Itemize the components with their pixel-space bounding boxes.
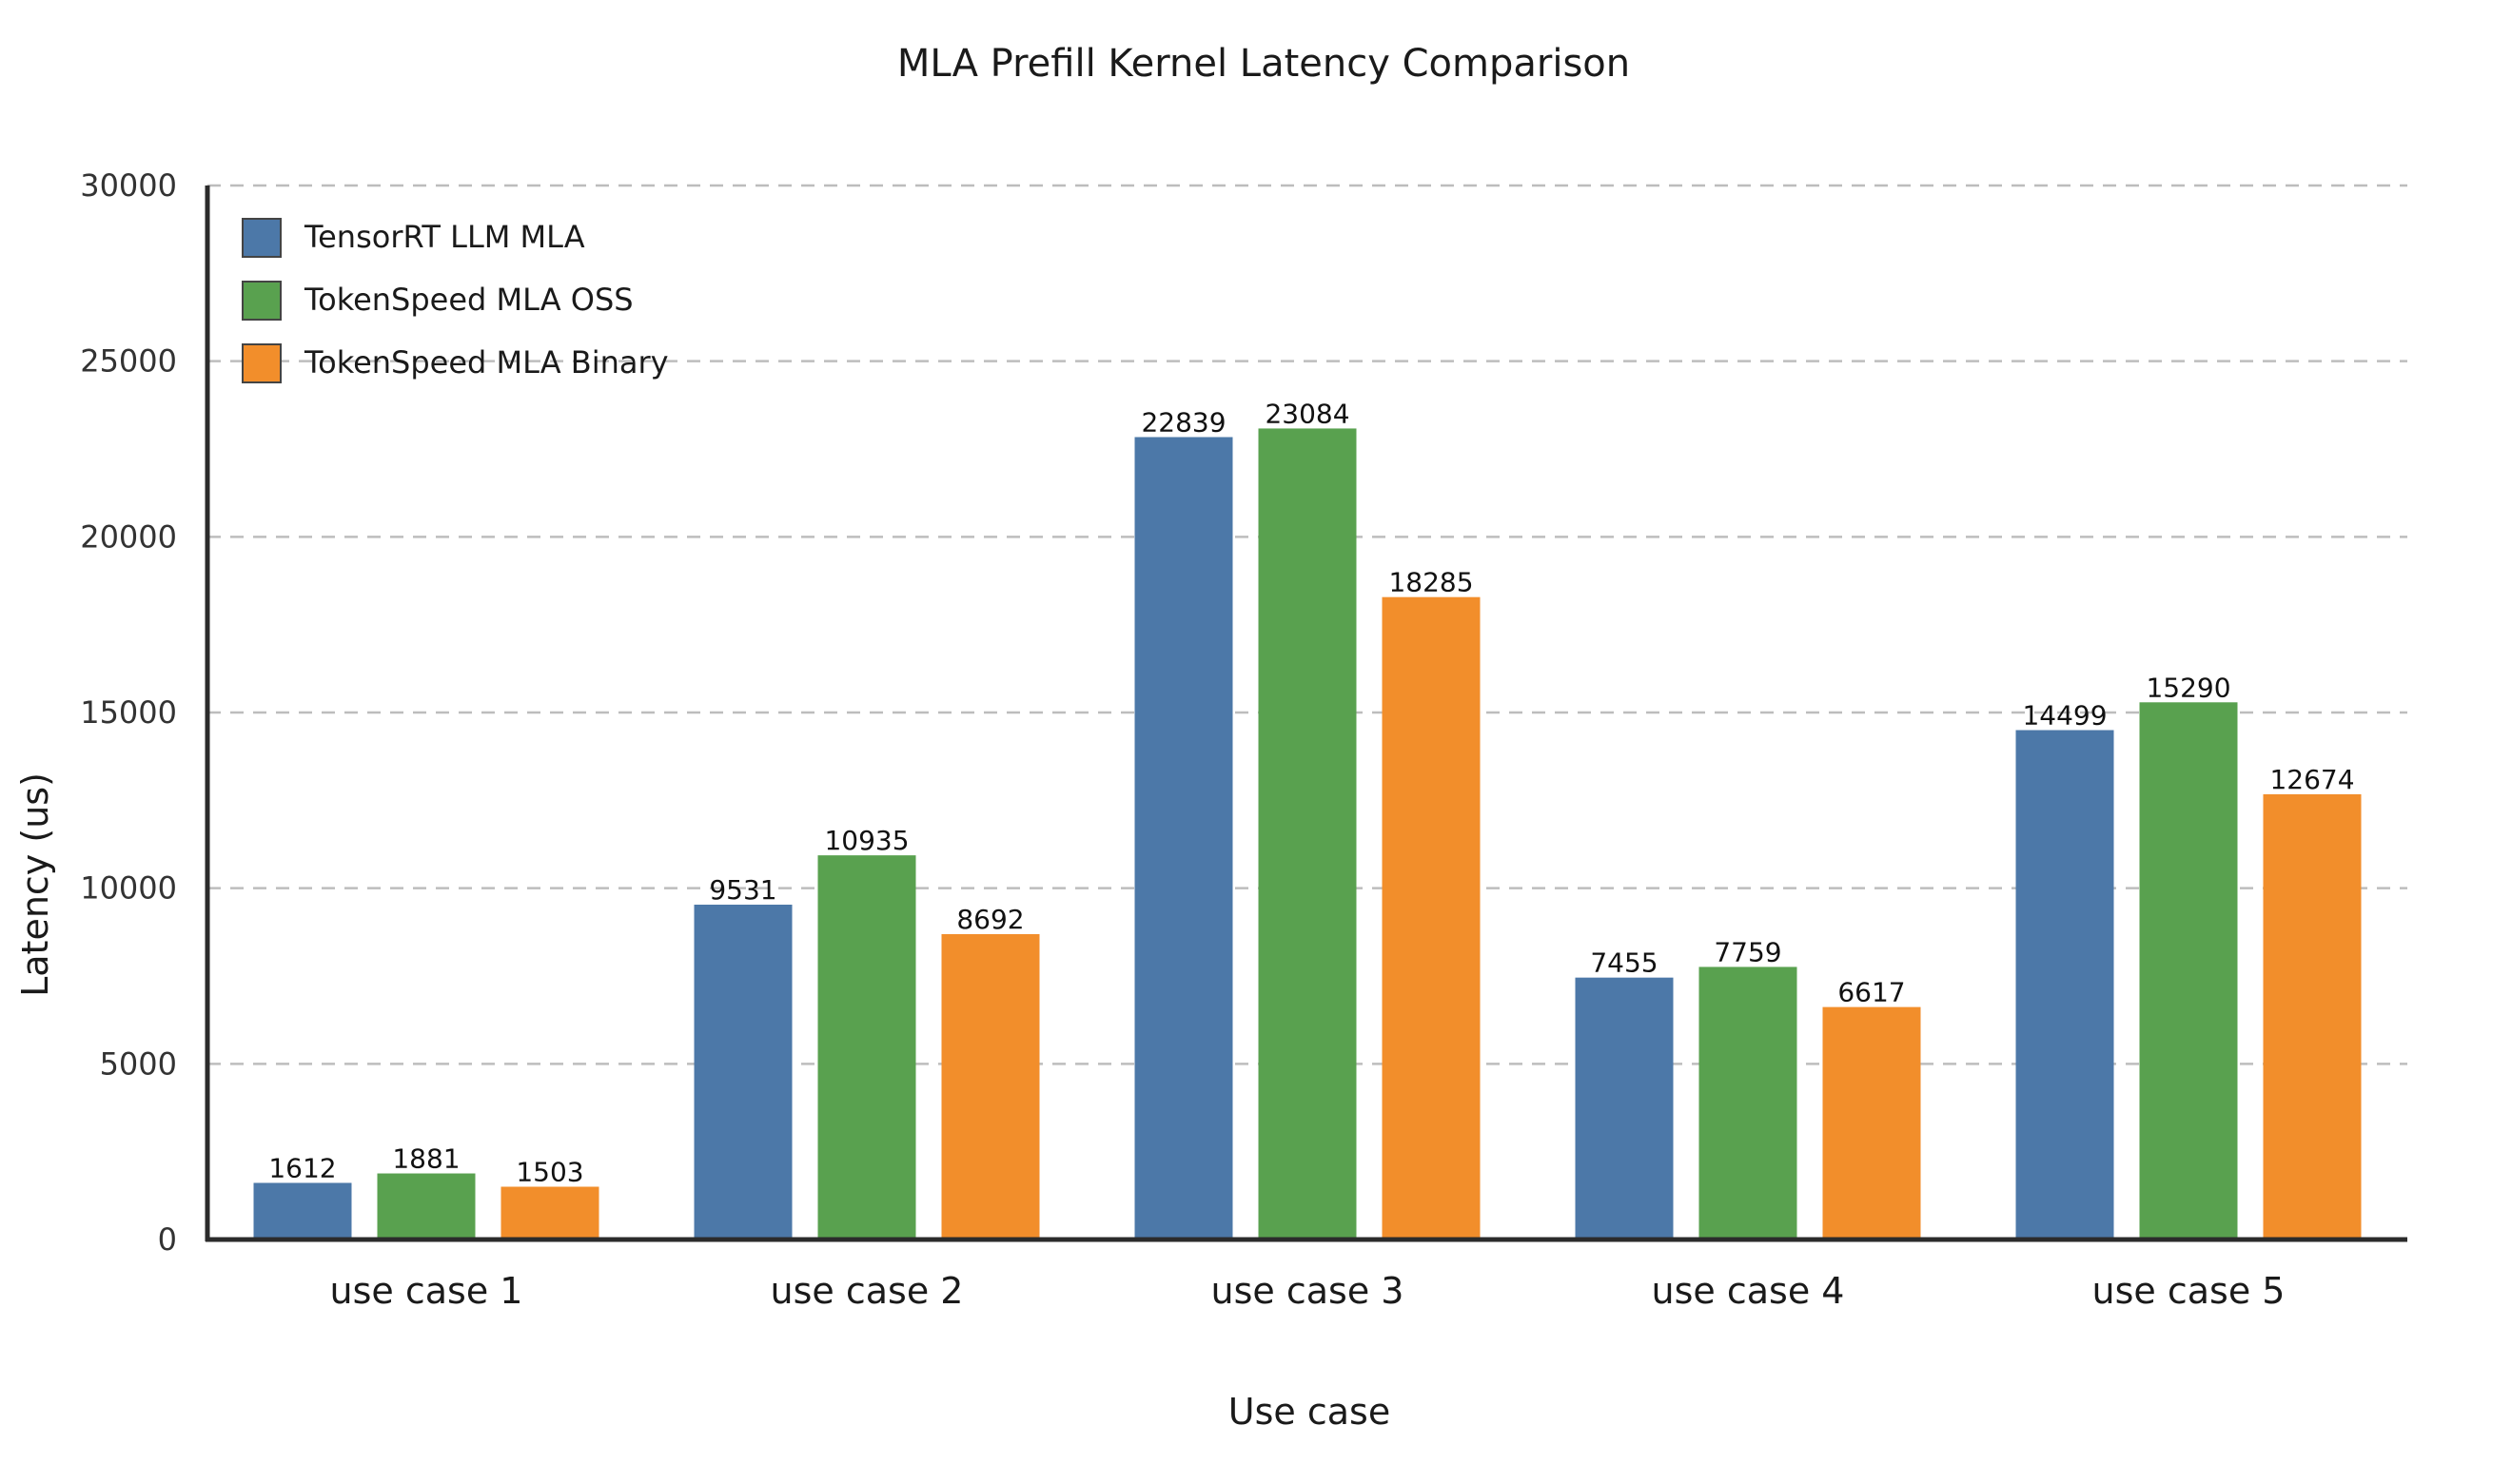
y-tick-label: 30000: [80, 167, 177, 204]
data-label: 22839: [1141, 406, 1226, 438]
bar-tokenspeed-mla-oss-3: [1258, 428, 1357, 1240]
bar-tokenspeed-mla-oss-4: [1698, 967, 1797, 1240]
legend-label: TokenSpeed MLA Binary: [304, 344, 669, 381]
x-tick-label: use case 5: [2092, 1270, 2286, 1312]
x-tick-label: use case 2: [771, 1270, 964, 1312]
data-label: 9531: [709, 874, 776, 906]
y-axis-label: Latency (us): [14, 772, 56, 997]
y-tick-label: 20000: [80, 518, 177, 555]
chart-title: MLA Prefill Kernel Latency Comparison: [897, 42, 1630, 86]
x-ticks: use case 1 use case 2 use case 3 use case 4…: [330, 1270, 2286, 1312]
x-tick-label: use case 3: [1211, 1270, 1404, 1312]
legend: TensorRT LLM MLA TokenSpeed MLA OSS TokenS…: [242, 218, 669, 383]
y-tick-label: 5000: [100, 1045, 177, 1082]
bar-tokenspeed-mla-oss-5: [2139, 702, 2238, 1240]
data-label: 18285: [1388, 567, 1473, 598]
bar-tensorrt-llm-mla-3: [1134, 437, 1233, 1240]
data-label: 10935: [824, 825, 909, 856]
bar-tensorrt-llm-mla-1: [253, 1182, 352, 1240]
data-label: 1503: [516, 1156, 583, 1187]
x-tick-label: use case 4: [1652, 1270, 1845, 1312]
data-label: 7759: [1714, 936, 1781, 967]
bar-tokenspeed-mla-oss-1: [377, 1173, 476, 1240]
axes: [205, 186, 2407, 1242]
y-tick-label: 25000: [80, 343, 177, 380]
bar-tokenspeed-mla-binary-3: [1382, 596, 1481, 1240]
legend-swatch: [242, 343, 282, 383]
data-label: 1612: [268, 1152, 336, 1183]
y-ticks: 0 5000 10000 15000 20000 25000 30000: [80, 167, 177, 1258]
legend-label: TokenSpeed MLA OSS: [304, 282, 634, 318]
data-label: 6617: [1837, 977, 1905, 1008]
bar-tensorrt-llm-mla-5: [2015, 730, 2114, 1240]
bar-tensorrt-llm-mla-4: [1575, 977, 1674, 1240]
bar-tokenspeed-mla-binary-2: [941, 933, 1040, 1240]
x-tick-label: use case 1: [330, 1270, 523, 1312]
y-tick-label: 0: [158, 1221, 177, 1258]
bar-tokenspeed-mla-binary-5: [2263, 793, 2362, 1240]
y-tick-label: 10000: [80, 870, 177, 907]
bar-tokenspeed-mla-binary-4: [1822, 1006, 1921, 1240]
data-label: 15290: [2146, 672, 2230, 703]
data-labels: 1612 1881 1503 9531 10935 8692 22839 23084 18285…: [268, 398, 2354, 1187]
legend-label: TensorRT LLM MLA: [304, 219, 585, 255]
data-label: 1881: [392, 1143, 460, 1175]
data-label: 8692: [956, 904, 1024, 935]
legend-swatch: [242, 218, 282, 258]
data-label: 12674: [2269, 764, 2354, 795]
bar-tensorrt-llm-mla-2: [694, 904, 793, 1240]
y-tick-label: 15000: [80, 694, 177, 731]
bar-tokenspeed-mla-binary-1: [500, 1186, 599, 1240]
data-label: 23084: [1265, 398, 1349, 429]
legend-swatch: [242, 281, 282, 321]
bars: [253, 428, 2362, 1240]
bar-tokenspeed-mla-oss-2: [817, 855, 916, 1240]
x-axis-label: Use case: [1228, 1391, 1390, 1433]
data-label: 7455: [1590, 947, 1658, 979]
data-label: 14499: [2022, 700, 2107, 732]
